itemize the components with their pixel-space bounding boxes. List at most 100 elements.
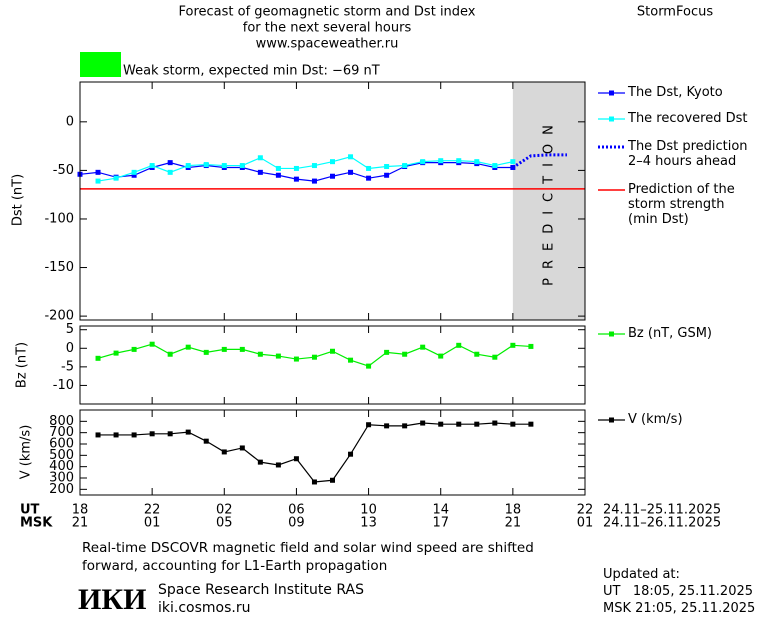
series-marker [456,342,462,348]
series-marker [402,163,408,169]
series-marker [293,356,299,362]
series-marker [293,456,299,462]
series-marker [330,173,335,179]
header-title: www.spaceweather.ru [256,37,399,52]
series-marker [510,342,516,348]
x-tick-label: 18 [72,503,89,518]
y-tick-label: 700 [49,425,74,440]
y-tick-label: 200 [49,482,74,497]
legend-marker [609,116,614,122]
footer-note: Real-time DSCOVR magnetic field and sola… [82,540,534,574]
legend-label: The recovered Dst [628,111,748,126]
series-marker [420,344,426,350]
y-tick-label: -200 [44,309,74,324]
y-axis-label: Bz (nT) [15,342,30,388]
status-swatch [80,52,121,77]
plot-area [80,326,585,404]
x-tick-label: 06 [288,503,305,518]
y-axis-label: Dst (nT) [11,174,26,226]
series-marker [348,169,354,175]
series-marker [366,175,372,181]
series-marker [203,349,209,355]
series-marker [456,158,462,164]
series-marker [438,158,444,164]
status-text: Weak storm, expected min Dst: −69 nT [123,64,380,79]
series-marker [275,172,281,178]
series-marker [113,432,119,438]
time-row-label: MSK [20,516,53,531]
series-marker [528,421,534,427]
y-tick-label: 300 [49,471,74,486]
x-tick-label-msk: 13 [360,516,377,531]
series-marker [275,353,281,359]
y-tick-label: -10 [53,378,74,393]
series-marker [384,164,390,170]
series-marker [95,178,101,184]
series-marker [275,462,281,468]
y-tick-label: -50 [53,163,74,178]
series-marker [149,431,155,437]
legend-label: The Dst, Kyoto [628,85,723,100]
series-marker [474,159,480,165]
series-marker [257,169,263,175]
series-marker [311,354,317,360]
series-marker [366,165,372,171]
header-title: for the next several hours [243,21,412,36]
series-marker [131,169,137,175]
series-marker [203,162,209,168]
series-marker [275,165,281,171]
series-marker [366,422,372,428]
series-marker [239,346,245,352]
series-marker [113,350,119,356]
series-marker [203,438,209,444]
legend-marker [609,331,614,337]
plot-frame [79,409,586,496]
series-marker [420,159,426,165]
series-marker [95,432,101,438]
series-marker [257,459,263,465]
x-tick-label: 18 [505,503,522,518]
series-marker [95,169,101,175]
series-marker [239,445,245,451]
prediction-label: PREDICTION [541,116,556,286]
y-tick-label: 800 [49,414,74,429]
series-marker [293,165,299,171]
series-marker [402,423,408,429]
updated: MSK 21:05, 25.11.2025 [603,601,756,616]
x-tick-label-msk: 09 [288,516,305,531]
x-tick-label-msk: 17 [432,516,449,531]
series-marker [384,349,390,355]
plot-frame [79,81,586,321]
series-marker [492,354,498,360]
series-marker [330,348,335,354]
series-marker [348,154,354,160]
legend-marker [609,90,614,96]
series-line [512,153,567,169]
series-marker [311,163,317,169]
y-tick-label: -150 [44,260,74,275]
series-marker [149,341,155,347]
series-marker [366,363,372,369]
series-marker [474,351,480,357]
y-tick-label: 0 [66,114,74,129]
series-marker [293,176,299,182]
y-tick-label: 600 [49,437,74,452]
time-row-range: 24.11–25.11.2025 [603,503,721,518]
series-line [97,156,513,182]
x-tick-label-msk: 21 [72,516,89,531]
x-tick-label-msk: 05 [216,516,233,531]
series-marker [384,423,390,429]
series-marker [510,159,516,165]
series-marker [311,479,317,485]
series-marker [113,175,119,181]
x-tick-label: 22 [144,503,161,518]
series-marker [474,421,480,427]
series-marker [149,163,155,169]
series-marker [221,163,227,169]
y-tick-label: 0 [66,341,74,356]
series-marker [330,159,335,165]
site: iki.cosmos.ru [158,600,251,616]
series-marker [221,346,227,352]
